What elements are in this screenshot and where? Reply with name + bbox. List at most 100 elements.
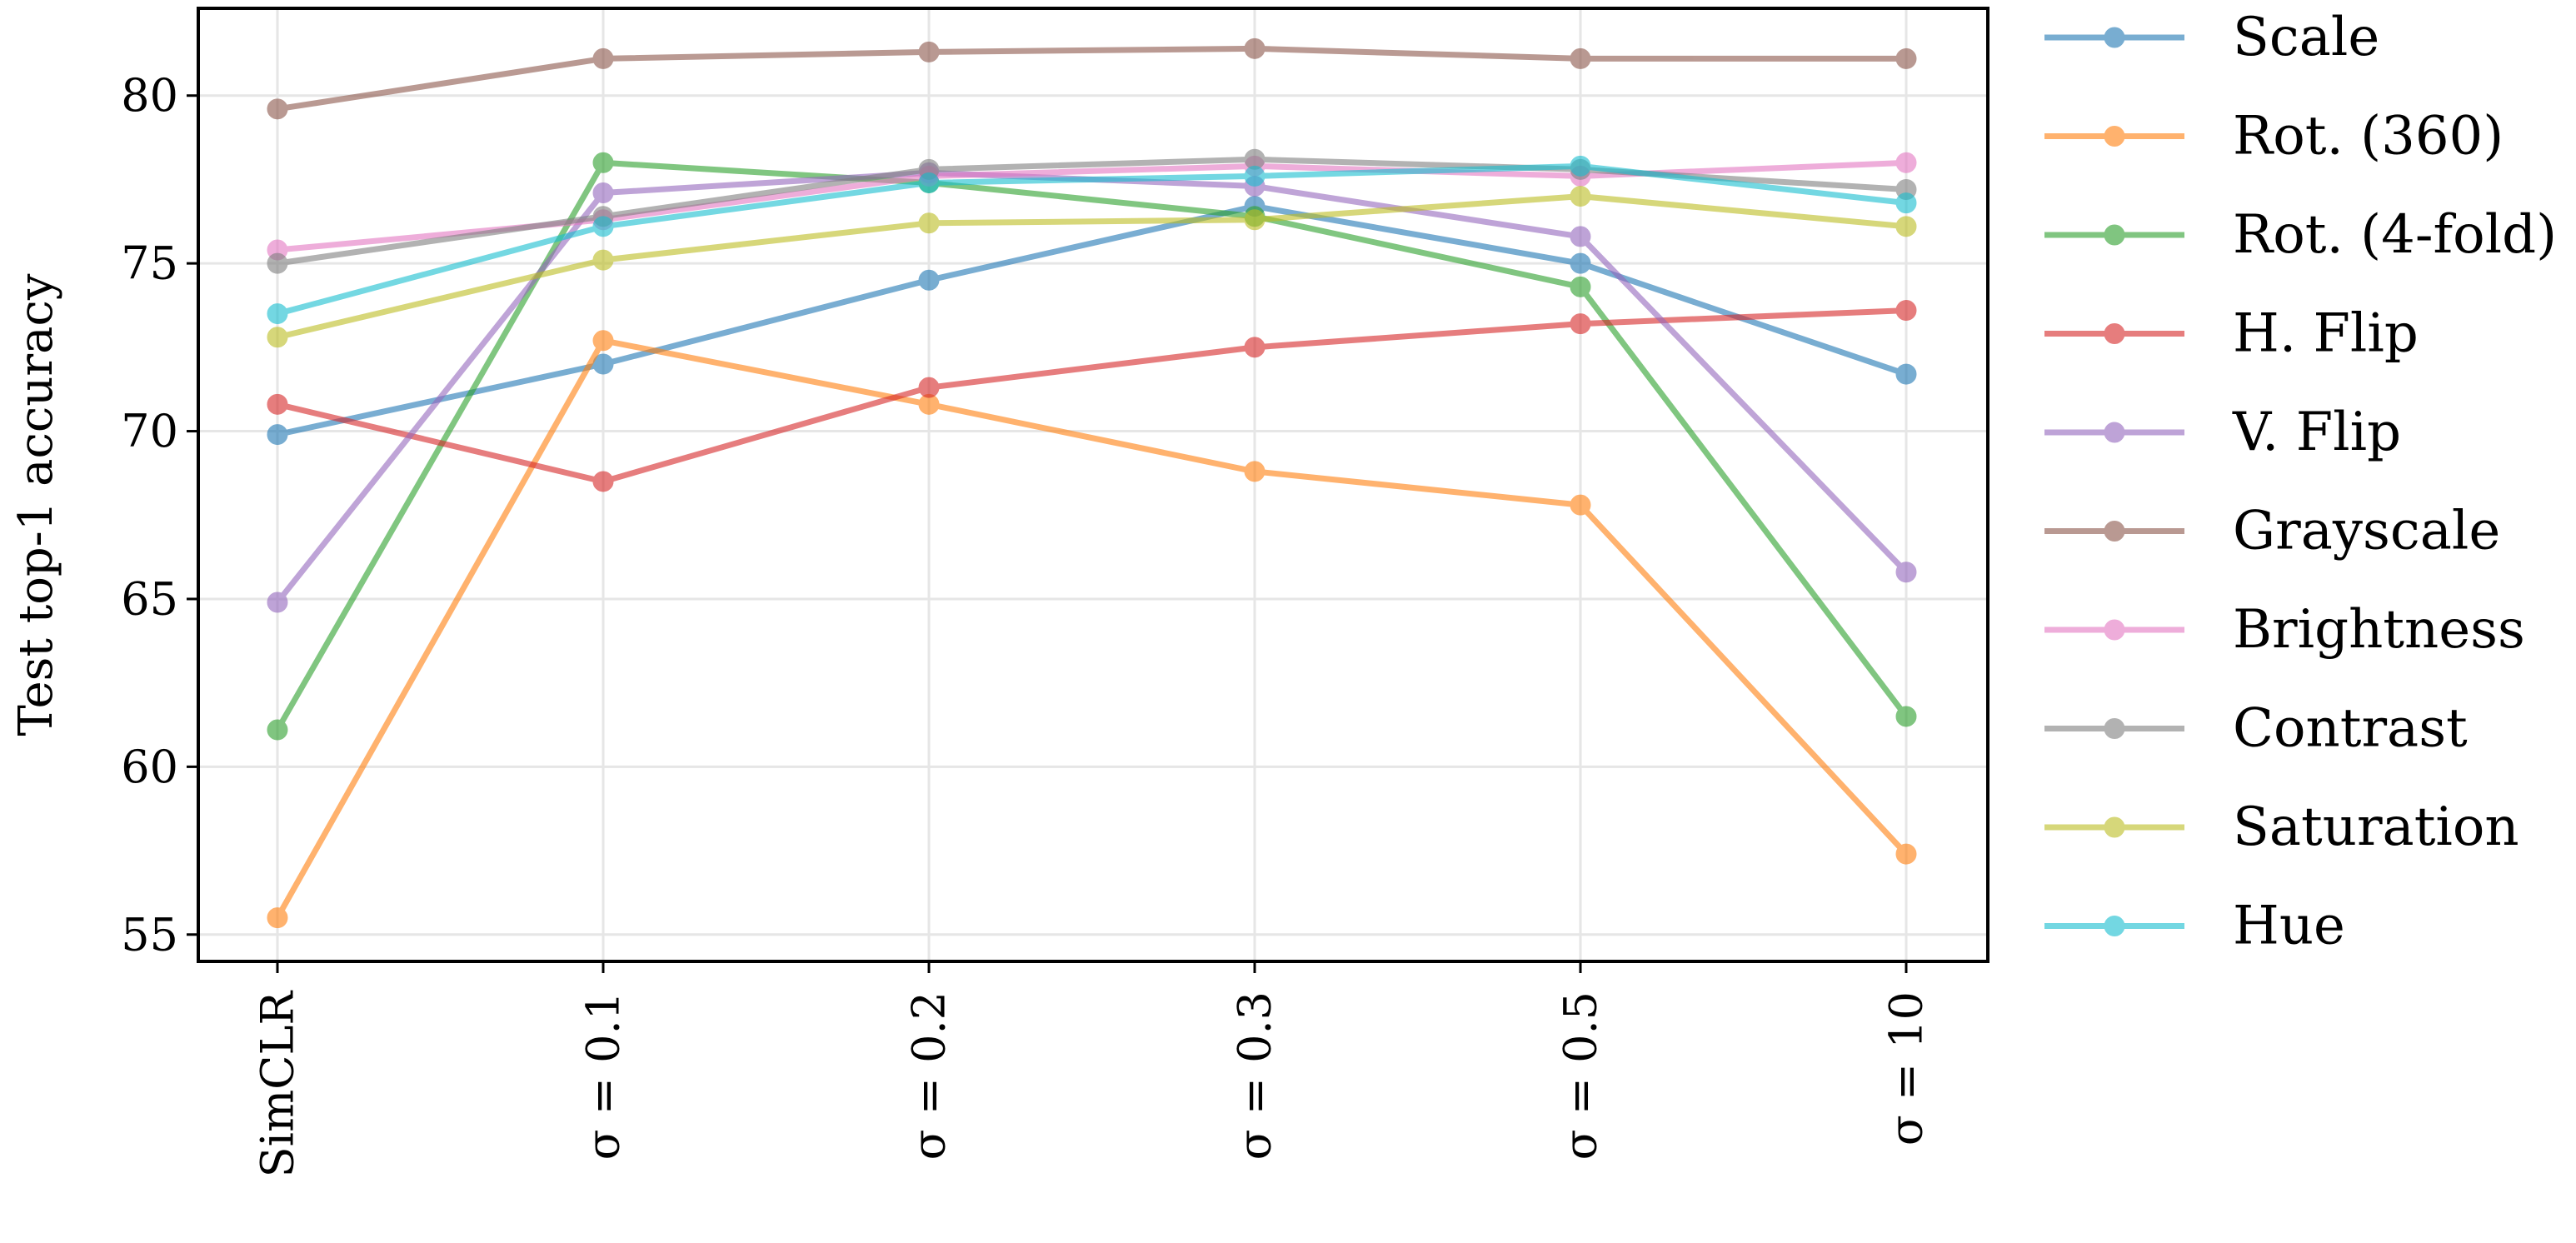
data-point-rot-360-5 (1895, 843, 1917, 865)
legend-item-scale: Scale (2044, 7, 2379, 68)
legend-marker-contrast (2104, 718, 2125, 739)
series-line-grayscale (277, 45, 1906, 112)
data-point-saturation-2 (918, 212, 940, 234)
legend-marker-saturation (2104, 816, 2125, 838)
data-point-v-flip-5 (1895, 562, 1917, 583)
legend-label-rot-4-fold: Rot. (4-fold) (2233, 204, 2557, 266)
plot-frame (197, 7, 1989, 963)
data-point-h-flip-1 (592, 471, 614, 492)
legend-swatch-h-flip (2044, 323, 2184, 344)
data-point-rot-4-fold-1 (592, 152, 614, 173)
data-point-rot-360-1 (592, 330, 614, 352)
x-tick-label-0-1: σ = 0.1 (577, 991, 630, 1160)
data-point-saturation-1 (592, 249, 614, 271)
data-point-rot-4-fold-0 (267, 719, 288, 741)
series-scale (267, 196, 1917, 446)
series-line-h-flip (277, 307, 1907, 485)
series-layer (267, 37, 1917, 929)
series-h-flip (267, 300, 1917, 492)
x-tick-label-0-2: σ = 0.2 (903, 991, 956, 1160)
legend-marker-rot-4-fold (2104, 224, 2125, 246)
series-line-hue (277, 162, 1907, 317)
y-axis: 55 60 65 70 75 80 (121, 69, 198, 961)
legend-label-contrast: Contrast (2233, 698, 2468, 760)
y-tick-label-75: 75 (121, 237, 178, 290)
data-point-grayscale-4 (1570, 47, 1591, 69)
data-point-scale-5 (1895, 363, 1917, 385)
x-tick-label-0-3: σ = 0.3 (1229, 991, 1281, 1160)
data-point-hue-0 (267, 303, 288, 325)
legend-item-contrast: Contrast (2044, 698, 2468, 760)
legend-marker-hue (2104, 916, 2125, 936)
data-point-h-flip-5 (1895, 300, 1917, 322)
legend-swatch-grayscale (2044, 521, 2184, 542)
data-point-v-flip-4 (1570, 226, 1591, 247)
legend-marker-rot-360 (2104, 126, 2125, 147)
series-line-saturation (277, 193, 1907, 341)
data-point-grayscale-5 (1895, 47, 1917, 69)
series-line-v-flip (275, 169, 1909, 605)
legend-item-rot-360: Rot. (360) (2044, 106, 2504, 167)
y-tick-label-55: 55 (121, 908, 178, 961)
data-point-h-flip-3 (1244, 337, 1266, 358)
legend-marker-brightness (2104, 619, 2125, 641)
legend-label-hue: Hue (2233, 896, 2345, 957)
x-tick-label-simclr: SimCLR (252, 991, 304, 1178)
legend-marker-grayscale (2104, 521, 2125, 542)
x-axis: SimCLR σ = 0.1 σ = 0.2 σ = 0.3 σ = 0.5 σ = 10 (252, 961, 1933, 1177)
grid (198, 8, 1988, 961)
legend-item-brightness: Brightness (2044, 599, 2525, 661)
legend-item-v-flip: V. Flip (2044, 402, 2401, 463)
data-point-saturation-3 (1244, 209, 1266, 231)
legend-label-rot-360: Rot. (360) (2233, 106, 2504, 167)
legend-swatch-contrast (2044, 718, 2184, 739)
y-tick-label-60: 60 (121, 741, 178, 793)
legend: Scale Rot. (360) Rot. (4-fold) H. Flip V. Fl… (2044, 7, 2557, 957)
data-point-h-flip-4 (1570, 313, 1591, 335)
series-line-rot-360 (274, 337, 1909, 920)
data-point-rot-360-0 (267, 907, 288, 929)
series-rot-360 (267, 330, 1917, 929)
data-point-grayscale-3 (1244, 37, 1266, 59)
y-tick-label-80: 80 (121, 69, 178, 122)
legend-label-h-flip: H. Flip (2233, 303, 2419, 365)
legend-marker-h-flip (2104, 323, 2125, 344)
legend-label-saturation: Saturation (2233, 796, 2519, 858)
data-point-hue-3 (1244, 165, 1266, 187)
data-point-hue-5 (1895, 192, 1917, 214)
legend-swatch-hue (2044, 916, 2184, 936)
data-point-saturation-4 (1570, 186, 1591, 207)
series-grayscale (267, 37, 1917, 120)
legend-item-hue: Hue (2044, 896, 2345, 957)
x-tick-label-0-5: σ = 0.5 (1555, 991, 1607, 1160)
y-tick-label-65: 65 (121, 572, 178, 625)
legend-item-h-flip: H. Flip (2044, 303, 2419, 365)
data-point-hue-4 (1570, 155, 1591, 177)
y-axis-title: Test top-1 accuracy (9, 273, 63, 736)
data-point-hue-2 (918, 172, 940, 193)
legend-swatch-saturation (2044, 816, 2184, 838)
series-line-scale (277, 203, 1908, 437)
legend-swatch-brightness (2044, 619, 2184, 641)
legend-swatch-rot-360 (2044, 126, 2184, 147)
y-tick-label-70: 70 (121, 405, 178, 457)
legend-item-grayscale: Grayscale (2044, 501, 2500, 562)
data-point-grayscale-2 (918, 41, 940, 62)
data-point-scale-0 (267, 424, 288, 446)
series-saturation (267, 186, 1917, 348)
data-point-v-flip-1 (592, 182, 614, 204)
data-point-contrast-0 (267, 252, 288, 274)
data-point-rot-4-fold-5 (1895, 706, 1917, 727)
data-point-rot-4-fold-4 (1570, 276, 1591, 297)
legend-marker-scale (2104, 27, 2125, 48)
data-point-v-flip-0 (267, 592, 288, 613)
legend-label-v-flip: V. Flip (2232, 402, 2401, 463)
legend-item-saturation: Saturation (2044, 796, 2519, 858)
data-point-grayscale-0 (267, 98, 288, 120)
legend-swatch-scale (2044, 27, 2184, 48)
data-point-scale-2 (918, 269, 940, 291)
data-point-saturation-5 (1895, 216, 1917, 237)
legend-swatch-v-flip (2044, 422, 2184, 443)
legend-marker-v-flip (2104, 422, 2125, 443)
